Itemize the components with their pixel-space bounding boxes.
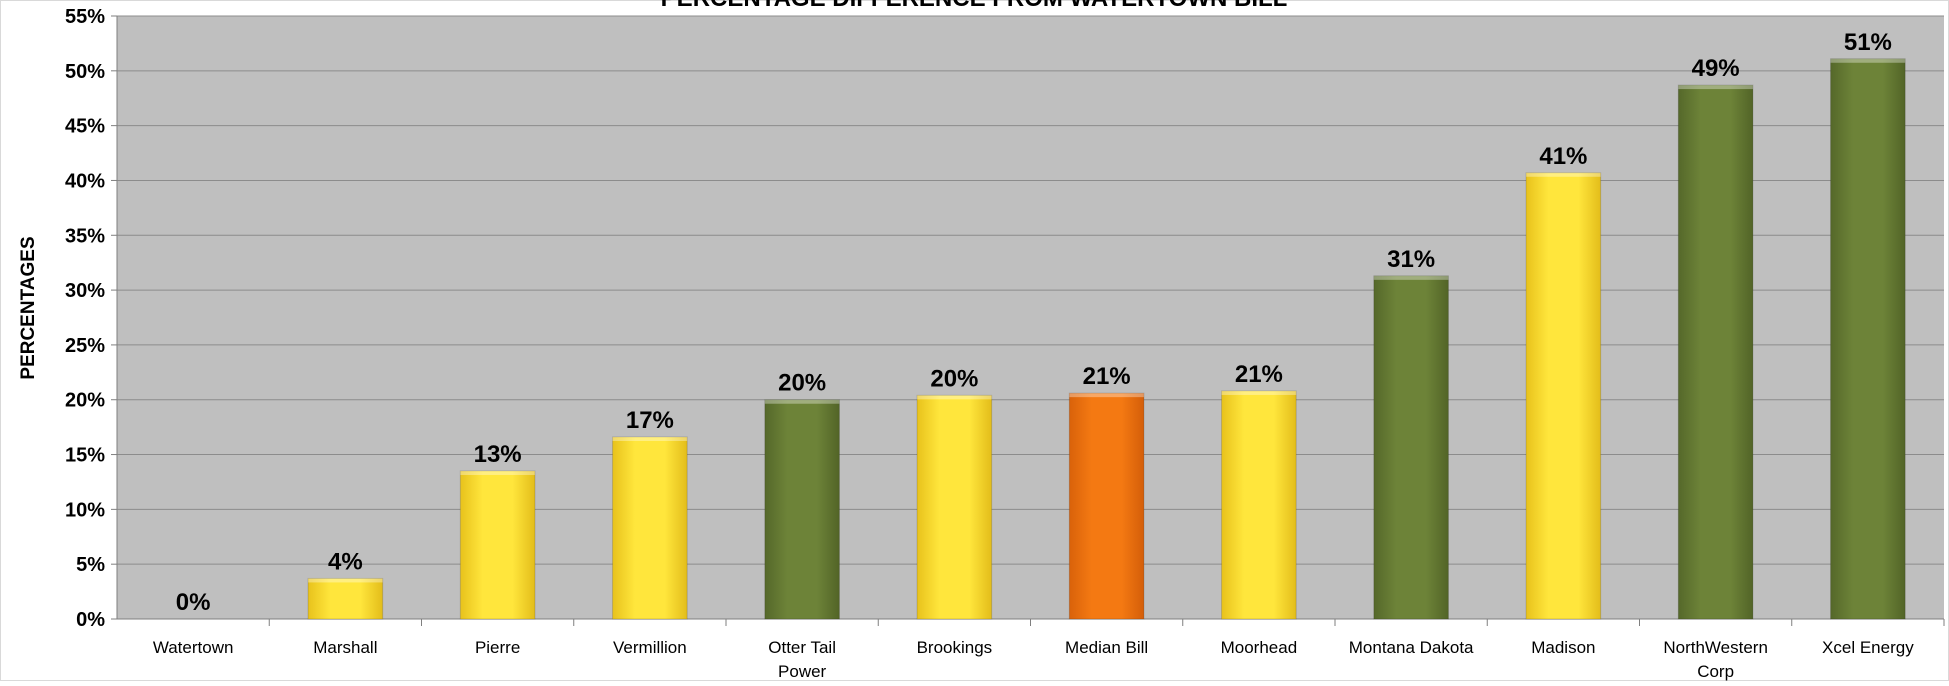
bar	[459, 470, 536, 620]
x-tick-label: NorthWestern Corp	[1663, 638, 1768, 681]
x-tick-label: Pierre	[475, 638, 520, 657]
bar-highlight	[764, 399, 840, 404]
y-tick-label: 35%	[65, 225, 105, 247]
bar-highlight	[308, 578, 383, 583]
x-tick-label: Brookings	[917, 638, 993, 657]
bar-highlight	[917, 395, 992, 400]
data-label: 21%	[1083, 363, 1131, 390]
data-label: 20%	[930, 365, 978, 392]
y-tick-label: 50%	[65, 61, 105, 83]
bar-highlight	[460, 470, 535, 475]
bars	[307, 58, 1906, 620]
x-tick-label: Xcel Energy	[1822, 638, 1914, 657]
y-tick-label: 45%	[65, 116, 105, 138]
bar	[1677, 84, 1754, 620]
bar-highlight	[1373, 275, 1449, 280]
y-axis-title: PERCENTAGES	[18, 236, 39, 379]
bar-highlight	[1069, 393, 1144, 398]
x-tick-label: Vermillion	[613, 638, 687, 657]
bar-highlight	[1526, 172, 1601, 177]
gridlines	[117, 15, 1944, 565]
x-tick-label: Madison	[1531, 638, 1595, 657]
plot-area	[117, 16, 1944, 619]
x-tick-label: Marshall	[313, 638, 377, 657]
bar-highlight	[1678, 85, 1753, 90]
bar	[1830, 58, 1906, 620]
data-label: 20%	[778, 370, 826, 397]
x-tick-label: Otter Tail Power	[768, 638, 836, 681]
y-tick-label: 15%	[65, 445, 105, 467]
data-label: 41%	[1539, 143, 1587, 170]
axes	[111, 15, 1945, 626]
y-tick-label: 25%	[65, 335, 105, 357]
x-tick-label: Moorhead	[1221, 638, 1298, 657]
data-label: 13%	[474, 441, 522, 468]
chart-title: PERCENTAGE DIFFERENCE FROM WATERTOWN BIL…	[661, 0, 1288, 12]
data-label: 4%	[328, 548, 363, 575]
x-tick-label: Montana Dakota	[1349, 638, 1474, 657]
data-labels: 0% 4% 13% 17% 20% 20% 21% 21% 31% 41% 49% 51%	[176, 29, 1892, 616]
x-tick-label: Median Bill	[1065, 638, 1148, 657]
bar-highlight	[1830, 58, 1906, 63]
x-tick-labels: Watertown Marshall Pierre Vermillion Otter T…	[153, 638, 1914, 681]
x-tick-label: Watertown	[153, 638, 234, 657]
data-label: 31%	[1387, 246, 1435, 273]
y-tick-label: 20%	[65, 390, 105, 412]
bar	[1373, 275, 1449, 620]
bar	[1525, 172, 1602, 620]
data-label: 51%	[1844, 29, 1892, 56]
y-tick-label: 55%	[65, 6, 105, 28]
bar-highlight	[1221, 390, 1297, 395]
data-label: 49%	[1692, 55, 1740, 82]
bar	[916, 394, 993, 620]
bar	[764, 399, 840, 620]
bar	[1068, 392, 1145, 620]
data-label: 0%	[176, 589, 211, 616]
y-tick-label: 10%	[65, 499, 105, 521]
data-label: 17%	[626, 407, 674, 434]
bar-highlight	[612, 437, 688, 442]
bar	[1221, 390, 1297, 620]
y-tick-label: 0%	[76, 609, 105, 631]
y-tick-label: 30%	[65, 280, 105, 302]
bar	[612, 436, 688, 620]
y-tick-label: 5%	[76, 554, 105, 576]
bar	[307, 577, 384, 620]
data-label: 21%	[1235, 361, 1283, 388]
y-tick-label: 40%	[65, 170, 105, 192]
y-tick-labels: 0% 5% 10% 15% 20% 25% 30% 35% 40% 45% 50% 55%	[65, 6, 105, 631]
